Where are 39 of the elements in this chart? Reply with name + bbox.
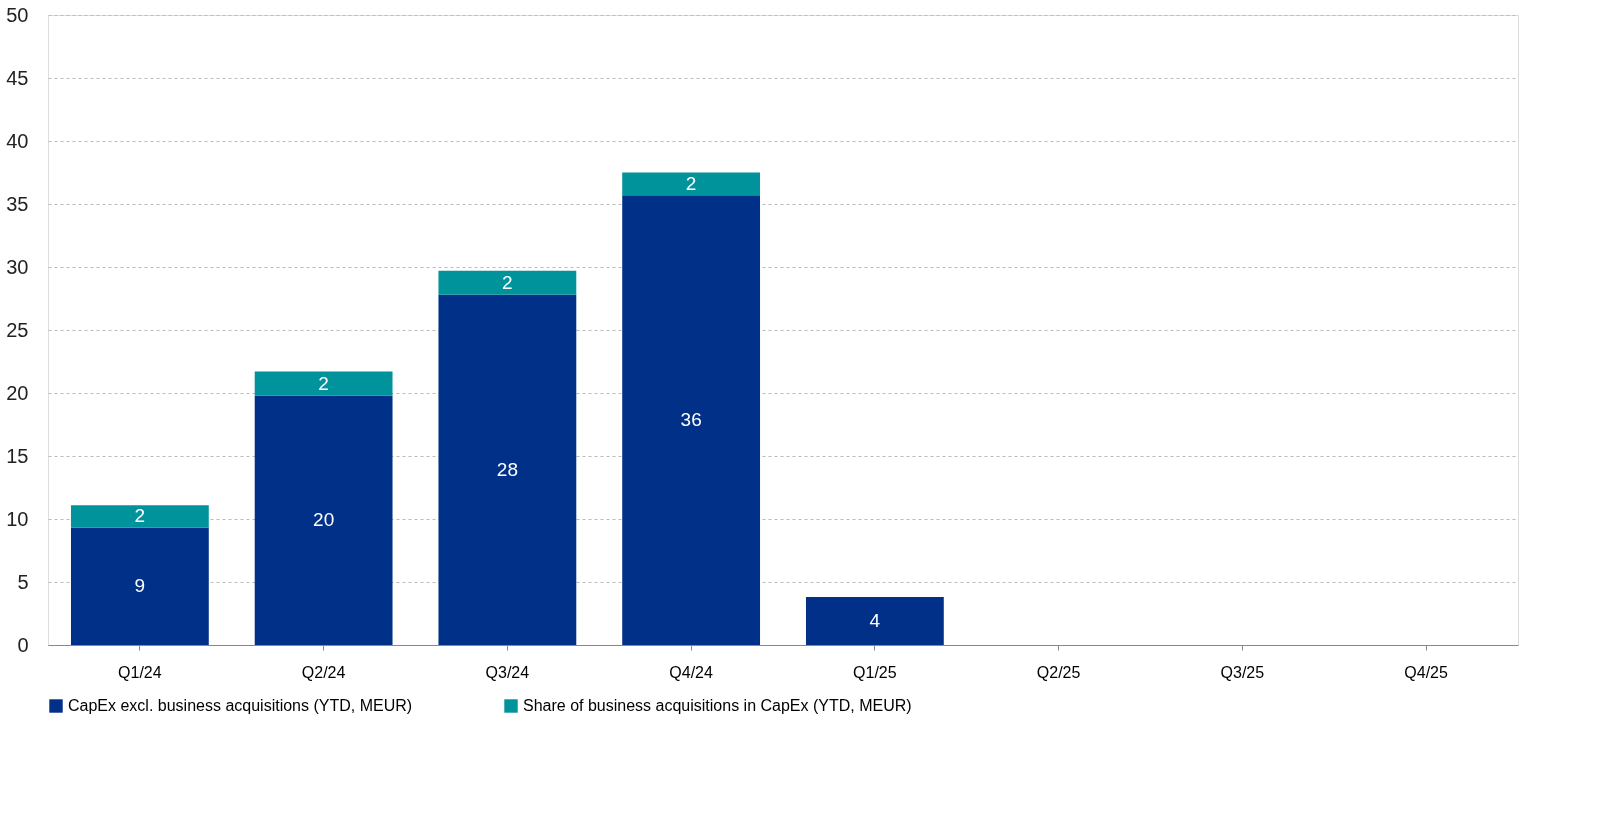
y-tick-label: 10 xyxy=(6,507,29,530)
x-tick-label: Q3/24 xyxy=(485,663,530,681)
x-tick-label: Q2/25 xyxy=(1036,663,1081,681)
y-tick-label: 0 xyxy=(17,633,29,656)
x-tick-label: Q1/25 xyxy=(853,663,897,681)
bar xyxy=(70,505,209,528)
x-tick-label: Q1/24 xyxy=(118,663,162,681)
bar xyxy=(622,195,761,645)
y-tick-label: 25 xyxy=(6,318,29,341)
bar xyxy=(622,172,761,196)
data-label: 2 xyxy=(685,172,697,194)
x-tick-label: Q4/24 xyxy=(669,663,714,681)
bar xyxy=(805,597,944,645)
data-label: 9 xyxy=(134,575,146,597)
data-label: 20 xyxy=(313,509,335,531)
y-tick-label: 15 xyxy=(6,444,29,467)
bar xyxy=(70,527,209,645)
y-tick-label: 45 xyxy=(6,66,29,89)
y-tick-label: 5 xyxy=(17,570,29,593)
bar xyxy=(438,270,577,295)
data-label: 2 xyxy=(134,505,146,527)
bar xyxy=(254,395,393,645)
bar xyxy=(438,294,577,645)
y-tick-label: 35 xyxy=(6,192,29,215)
data-label: 4 xyxy=(869,610,881,632)
y-tick-label: 50 xyxy=(6,3,29,26)
y-tick-label: 40 xyxy=(6,129,29,152)
x-tick-label: Q2/24 xyxy=(301,663,346,681)
bar xyxy=(254,371,393,396)
x-tick-label: Q4/25 xyxy=(1404,663,1449,681)
data-label: 2 xyxy=(502,271,513,293)
y-tick-label: 30 xyxy=(6,255,29,278)
legend-label: Share of business acquisitions in CapEx (YTD, MEUR) xyxy=(523,697,912,714)
data-label: 36 xyxy=(680,409,702,431)
y-tick-label: 20 xyxy=(6,381,29,404)
data-label: 2 xyxy=(318,372,329,394)
data-label: 28 xyxy=(496,458,518,480)
legend-label: CapEx excl. business acquisitions (YTD, MEUR) xyxy=(68,697,413,714)
x-tick-label: Q3/25 xyxy=(1220,663,1265,681)
